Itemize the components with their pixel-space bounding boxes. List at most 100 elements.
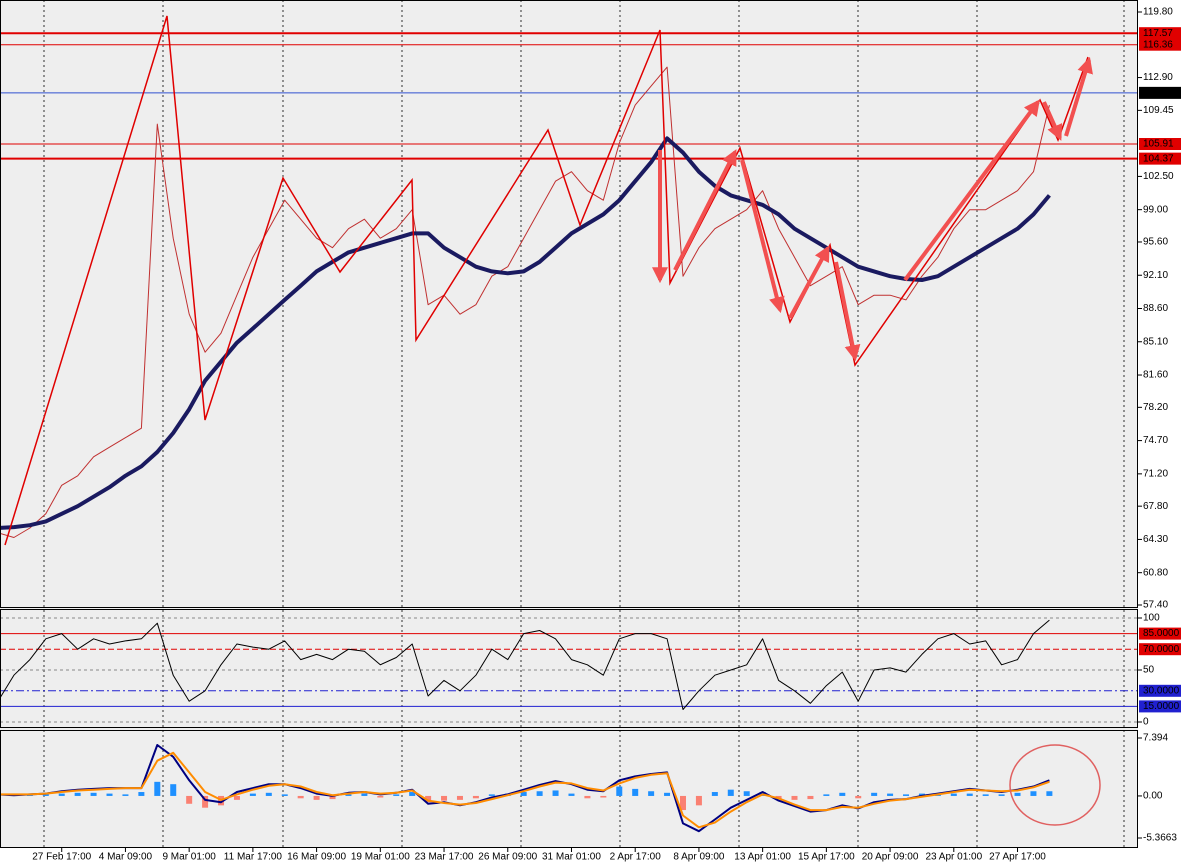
series-line xyxy=(0,744,1050,833)
y-tick-label: 112.90 xyxy=(1143,72,1173,83)
histogram-bar xyxy=(584,795,591,799)
level-label-box xyxy=(1139,27,1181,40)
arrow xyxy=(673,149,737,271)
histogram-bar xyxy=(154,781,161,796)
histogram-bar xyxy=(791,795,798,800)
y-tick-label: 57.40 xyxy=(1143,600,1168,611)
histogram-bar xyxy=(1046,791,1053,796)
histogram-bar xyxy=(297,795,304,799)
x-tick-label: 19 Mar 01:00 xyxy=(351,852,410,863)
frame xyxy=(0,609,1138,728)
y-tick-label: 0.00 xyxy=(1143,791,1163,802)
arrow xyxy=(834,261,861,362)
histogram-bar xyxy=(679,795,686,811)
y-tick-label: 102.50 xyxy=(1143,171,1174,182)
histogram-bar xyxy=(472,795,479,799)
level-label-box xyxy=(1139,86,1181,99)
y-tick-label: 88.60 xyxy=(1143,303,1168,314)
x-tick-label: 26 Mar 09:00 xyxy=(478,852,537,863)
histogram-bar xyxy=(887,793,894,796)
histogram-bar xyxy=(377,795,384,798)
level-label: 117.57 xyxy=(1143,28,1173,39)
histogram-bar xyxy=(950,793,957,796)
y-tick-label: 95.60 xyxy=(1143,237,1168,248)
y-tick-label: 109.45 xyxy=(1143,105,1174,116)
histogram-bar xyxy=(552,790,559,796)
histogram-bar xyxy=(202,795,209,808)
y-tick-label: 60.80 xyxy=(1143,567,1168,578)
x-tick-label: 27 Apr 17:00 xyxy=(989,852,1046,863)
histogram-bar xyxy=(26,795,33,796)
y-tick-label: 64.30 xyxy=(1143,534,1168,545)
histogram-bar xyxy=(727,789,734,796)
histogram-bar xyxy=(855,795,862,799)
histogram-bar xyxy=(600,795,607,798)
histogram-bar xyxy=(186,795,193,804)
histogram-bar xyxy=(441,795,448,801)
x-tick-label: 9 Mar 01:00 xyxy=(162,852,216,863)
histogram-bar xyxy=(695,795,702,806)
y-tick-label: 67.80 xyxy=(1143,501,1168,512)
y-tick-label: 99.00 xyxy=(1143,204,1168,215)
panel-frames xyxy=(0,0,1138,848)
y-tick-label: 85.10 xyxy=(1143,336,1168,347)
level-label: 116.36 xyxy=(1143,39,1173,50)
level-label-box xyxy=(1139,137,1181,150)
histogram-bar xyxy=(409,792,416,796)
level-label-box xyxy=(1139,684,1181,697)
arrow xyxy=(903,99,1040,282)
x-tick-label: 8 Apr 09:00 xyxy=(673,852,725,863)
y-tick-label: 71.20 xyxy=(1143,468,1168,479)
level-label: 105.91 xyxy=(1143,139,1174,150)
x-tick-label: 16 Mar 09:00 xyxy=(287,852,346,863)
histogram-bar xyxy=(249,793,256,796)
histogram-bar xyxy=(456,795,463,800)
plot-background xyxy=(0,0,1138,848)
x-tick-label: 23 Apr 01:00 xyxy=(925,852,982,863)
arrow xyxy=(788,245,830,319)
level-label: 70.0000 xyxy=(1143,644,1180,655)
frame xyxy=(0,730,1138,848)
histogram-bar xyxy=(138,792,145,796)
level-label-box xyxy=(1139,152,1181,165)
histogram-bar xyxy=(42,794,49,796)
histogram-bar xyxy=(488,794,495,796)
histogram-bar xyxy=(982,794,989,796)
x-tick-label: 4 Mar 09:00 xyxy=(99,852,153,863)
level-label-box xyxy=(1139,38,1181,51)
histogram-bar xyxy=(281,794,288,796)
y-tick-label: 78.20 xyxy=(1143,402,1168,413)
y-tick-label: 81.60 xyxy=(1143,370,1168,381)
histogram-bar xyxy=(265,792,272,796)
zigzag xyxy=(4,15,1089,546)
histogram-bar xyxy=(711,792,718,796)
histogram-bar xyxy=(871,792,878,796)
level-label: 111.29 xyxy=(1143,88,1173,99)
histogram-bar xyxy=(122,794,129,796)
arrow xyxy=(1042,101,1063,141)
level-label-box xyxy=(1139,700,1181,713)
histogram-bar xyxy=(170,784,177,796)
histogram-bar xyxy=(839,792,846,796)
histogram-bar xyxy=(632,788,639,796)
histogram-bar xyxy=(568,793,575,796)
histogram-bar xyxy=(90,792,97,796)
histogram-bar xyxy=(903,794,910,796)
histogram-bar xyxy=(58,793,65,796)
y-tick-label: 92.10 xyxy=(1143,270,1168,281)
x-tick-label: 31 Mar 01:00 xyxy=(542,852,601,863)
x-tick-label: 2 Apr 17:00 xyxy=(610,852,662,863)
series-line xyxy=(0,751,1050,829)
histogram-bar xyxy=(233,795,240,800)
x-tick-label: 11 Mar 17:00 xyxy=(224,852,283,863)
histogram-bar xyxy=(664,792,671,796)
level-label: 30.0000 xyxy=(1143,685,1180,696)
histogram-bar xyxy=(329,795,336,800)
level-label-box xyxy=(1139,627,1181,640)
histogram-bar xyxy=(1030,791,1037,796)
level-label: 104.37 xyxy=(1143,153,1174,164)
histogram-bar xyxy=(616,786,623,796)
x-tick-label: 23 Mar 17:00 xyxy=(415,852,474,863)
histogram-bar xyxy=(536,791,543,796)
